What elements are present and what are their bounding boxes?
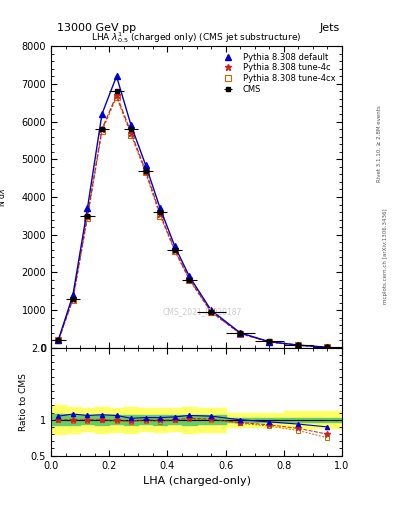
Pythia 8.308 tune-4c xyxy=(85,213,90,219)
Pythia 8.308 tune-4c xyxy=(114,92,119,98)
Pythia 8.308 default xyxy=(209,307,213,313)
Y-axis label: Ratio to CMS: Ratio to CMS xyxy=(19,373,28,431)
Pythia 8.308 default xyxy=(114,73,119,79)
Pythia 8.308 default xyxy=(158,205,163,211)
Line: Pythia 8.308 tune-4cx: Pythia 8.308 tune-4cx xyxy=(55,94,330,350)
X-axis label: LHA (charged-only): LHA (charged-only) xyxy=(143,476,250,486)
Text: 13000 GeV pp: 13000 GeV pp xyxy=(57,23,136,33)
Legend: Pythia 8.308 default, Pythia 8.308 tune-4c, Pythia 8.308 tune-4cx, CMS: Pythia 8.308 default, Pythia 8.308 tune-… xyxy=(215,50,338,96)
Pythia 8.308 tune-4cx xyxy=(187,276,192,283)
Text: Jets: Jets xyxy=(320,23,340,33)
Pythia 8.308 tune-4c xyxy=(143,167,148,174)
Pythia 8.308 default xyxy=(187,273,192,279)
Pythia 8.308 tune-4c xyxy=(71,296,75,302)
Pythia 8.308 default xyxy=(173,243,177,249)
Pythia 8.308 tune-4cx xyxy=(173,247,177,253)
Text: $\frac{1}{\mathrm{N}}\frac{\mathrm{d}N}{\mathrm{d}\lambda}$: $\frac{1}{\mathrm{N}}\frac{\mathrm{d}N}{… xyxy=(0,187,9,207)
Pythia 8.308 tune-4c xyxy=(100,126,105,132)
Line: Pythia 8.308 tune-4c: Pythia 8.308 tune-4c xyxy=(55,92,331,351)
Pythia 8.308 tune-4c xyxy=(209,309,213,315)
Pythia 8.308 tune-4c xyxy=(187,276,192,282)
Pythia 8.308 tune-4cx xyxy=(267,339,272,345)
Pythia 8.308 default xyxy=(238,330,242,336)
Pythia 8.308 tune-4cx xyxy=(85,215,90,221)
Pythia 8.308 tune-4cx xyxy=(238,330,242,336)
Line: Pythia 8.308 default: Pythia 8.308 default xyxy=(55,74,330,350)
Pythia 8.308 tune-4c xyxy=(267,339,272,345)
Pythia 8.308 tune-4c xyxy=(296,342,301,348)
Pythia 8.308 tune-4cx xyxy=(129,132,134,138)
Pythia 8.308 tune-4c xyxy=(158,211,163,217)
Pythia 8.308 default xyxy=(100,111,105,117)
Text: mcplots.cern.ch [arXiv:1306.3436]: mcplots.cern.ch [arXiv:1306.3436] xyxy=(383,208,387,304)
Pythia 8.308 tune-4c xyxy=(56,337,61,344)
Pythia 8.308 tune-4cx xyxy=(71,296,75,303)
Pythia 8.308 tune-4cx xyxy=(158,213,163,219)
Pythia 8.308 tune-4cx xyxy=(325,344,330,350)
Pythia 8.308 default xyxy=(56,337,61,343)
Pythia 8.308 default xyxy=(296,342,301,348)
Pythia 8.308 tune-4c xyxy=(173,247,177,253)
Pythia 8.308 tune-4c xyxy=(238,330,242,336)
Pythia 8.308 default xyxy=(267,338,272,345)
Pythia 8.308 default xyxy=(71,292,75,298)
Text: CMS_2021_I1920187: CMS_2021_I1920187 xyxy=(163,307,242,316)
Pythia 8.308 tune-4cx xyxy=(209,309,213,315)
Pythia 8.308 tune-4c xyxy=(325,344,330,350)
Text: Rivet 3.1.10, ≥ 2.8M events: Rivet 3.1.10, ≥ 2.8M events xyxy=(377,105,382,182)
Pythia 8.308 tune-4cx xyxy=(296,342,301,348)
Pythia 8.308 tune-4cx xyxy=(56,337,61,344)
Pythia 8.308 default xyxy=(85,205,90,211)
Pythia 8.308 tune-4c xyxy=(129,130,134,136)
Pythia 8.308 default xyxy=(129,122,134,129)
Pythia 8.308 default xyxy=(143,162,148,168)
Pythia 8.308 default xyxy=(325,344,330,350)
Pythia 8.308 tune-4cx xyxy=(100,128,105,134)
Title: LHA $\lambda^{1}_{0.5}$ (charged only) (CMS jet substructure): LHA $\lambda^{1}_{0.5}$ (charged only) (… xyxy=(91,30,302,45)
Pythia 8.308 tune-4cx xyxy=(114,94,119,100)
Pythia 8.308 tune-4cx xyxy=(143,169,148,176)
